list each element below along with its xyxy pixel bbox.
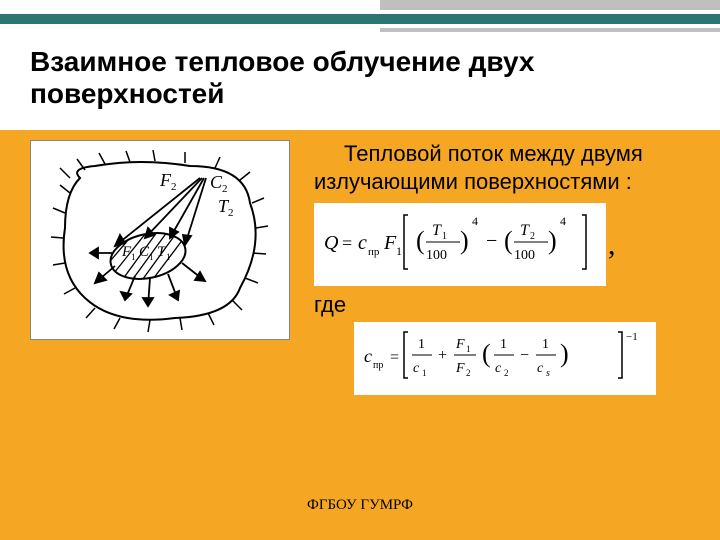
svg-text:2: 2 bbox=[530, 231, 535, 242]
text-column: Тепловой поток между двумя излучающими п… bbox=[290, 140, 690, 399]
page-title: Взаимное тепловое облучение двух поверхн… bbox=[30, 46, 690, 110]
svg-text:1: 1 bbox=[466, 344, 471, 354]
svg-text:=: = bbox=[342, 233, 352, 253]
intro-paragraph: Тепловой поток между двумя излучающими п… bbox=[314, 140, 690, 195]
svg-text:c: c bbox=[358, 232, 367, 254]
stripe-teal bbox=[0, 14, 720, 24]
svg-text:): ) bbox=[548, 226, 557, 255]
svg-text:Q: Q bbox=[324, 232, 339, 254]
header-decoration bbox=[0, 0, 720, 32]
svg-text:=: = bbox=[390, 349, 399, 366]
svg-text:2: 2 bbox=[228, 207, 234, 219]
formula-2-box: c пр = 1 c 1 + F 1 F 2 bbox=[354, 322, 656, 395]
svg-text:F: F bbox=[383, 232, 397, 254]
svg-text:(: ( bbox=[482, 339, 491, 368]
svg-text:−: − bbox=[520, 347, 529, 364]
svg-text:(: ( bbox=[504, 226, 513, 255]
svg-text:1: 1 bbox=[166, 252, 171, 262]
where-label: где bbox=[314, 292, 690, 318]
svg-text:c: c bbox=[364, 346, 372, 366]
svg-text:100: 100 bbox=[426, 248, 447, 263]
svg-text:s: s bbox=[546, 368, 550, 379]
svg-text:4: 4 bbox=[560, 214, 566, 228]
svg-text:F: F bbox=[455, 361, 465, 376]
svg-text:T: T bbox=[520, 222, 530, 239]
svg-text:1: 1 bbox=[418, 337, 425, 352]
svg-text:c: c bbox=[413, 361, 420, 376]
svg-text:1: 1 bbox=[396, 244, 402, 258]
svg-text:): ) bbox=[560, 339, 569, 368]
formula-1: Q = c пр F 1 ( T 1 100 ) 4 bbox=[314, 203, 690, 286]
svg-text:): ) bbox=[460, 226, 469, 255]
formula-1-box: Q = c пр F 1 ( T 1 100 ) 4 bbox=[314, 203, 606, 286]
footer-org: ФГБОУ ГУМРФ bbox=[0, 497, 720, 514]
content-row: F 2 C 2 T 2 F 1 C 1 T 1 Тепловой поток м… bbox=[0, 130, 720, 399]
radiation-diagram: F 2 C 2 T 2 F 1 C 1 T 1 bbox=[30, 140, 290, 340]
stripe-gray-top bbox=[380, 0, 720, 10]
formula-1-comma: , bbox=[608, 228, 616, 262]
svg-text:c: c bbox=[537, 361, 544, 376]
svg-text:T: T bbox=[432, 222, 442, 239]
svg-text:1: 1 bbox=[131, 252, 136, 262]
svg-text:4: 4 bbox=[472, 214, 478, 228]
svg-text:пр: пр bbox=[373, 360, 383, 371]
svg-text:c: c bbox=[495, 361, 502, 376]
formula-2: c пр = 1 c 1 + F 1 F 2 bbox=[354, 322, 690, 395]
svg-text:−: − bbox=[486, 230, 497, 252]
svg-text:2: 2 bbox=[466, 368, 471, 378]
svg-text:1: 1 bbox=[542, 337, 549, 352]
svg-text:1: 1 bbox=[422, 368, 427, 378]
svg-text:2: 2 bbox=[222, 183, 228, 195]
svg-text:2: 2 bbox=[171, 181, 177, 193]
svg-text:пр: пр bbox=[368, 246, 380, 258]
svg-text:100: 100 bbox=[514, 248, 535, 263]
svg-text:F: F bbox=[455, 337, 465, 352]
svg-text:1: 1 bbox=[442, 231, 447, 242]
svg-text:−1: −1 bbox=[626, 331, 638, 343]
diagram-svg: F 2 C 2 T 2 F 1 C 1 T 1 bbox=[40, 148, 280, 333]
svg-text:(: ( bbox=[416, 226, 425, 255]
svg-text:2: 2 bbox=[504, 368, 509, 378]
svg-text:+: + bbox=[438, 347, 447, 364]
svg-text:1: 1 bbox=[500, 337, 507, 352]
title-block: Взаимное тепловое облучение двух поверхн… bbox=[0, 32, 720, 130]
stripe-gray-bottom bbox=[380, 28, 720, 32]
svg-text:1: 1 bbox=[149, 252, 154, 262]
